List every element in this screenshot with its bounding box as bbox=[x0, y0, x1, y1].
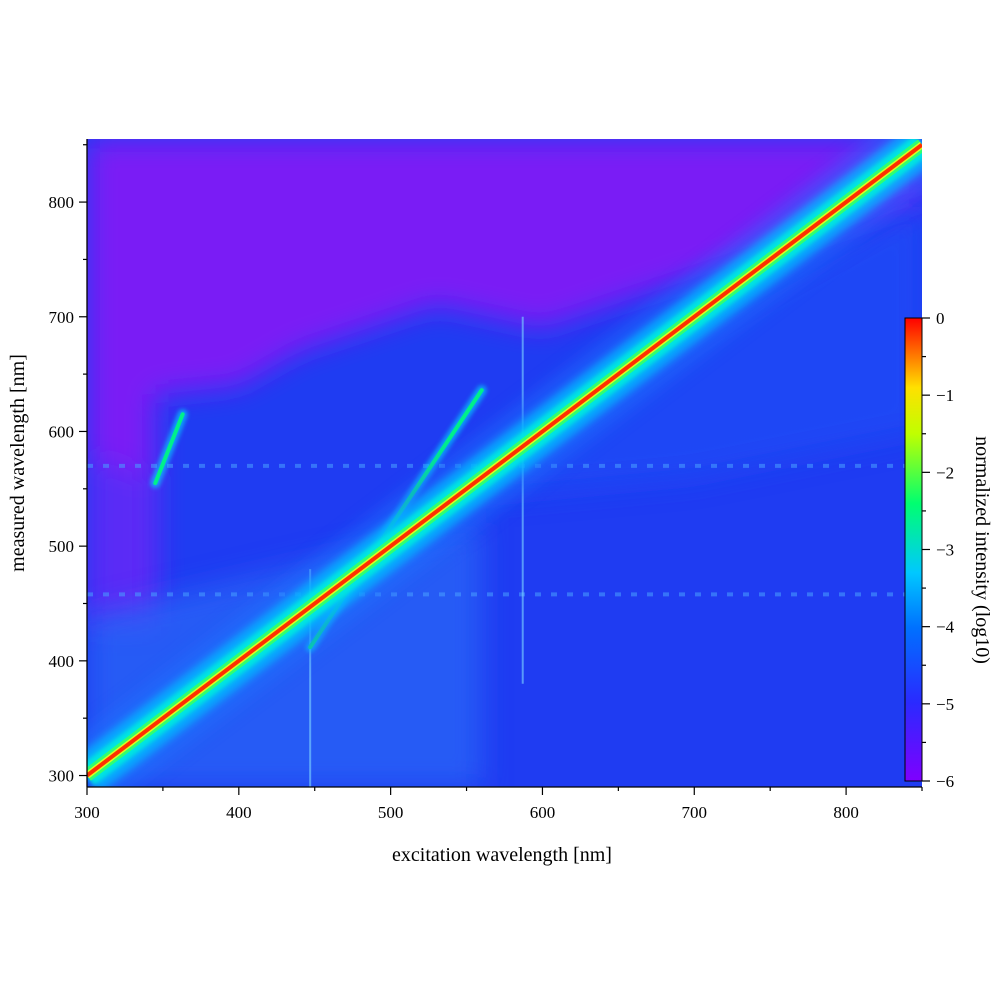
x-tick-label: 600 bbox=[530, 803, 556, 822]
x-tick-label: 500 bbox=[378, 803, 404, 822]
colorbar-title: normalized intensity (log10) bbox=[971, 436, 993, 664]
x-tick-label: 300 bbox=[74, 803, 100, 822]
y-tick-label: 500 bbox=[49, 537, 75, 556]
y-tick-label: 800 bbox=[49, 193, 75, 212]
colorbar-tick-label: 0 bbox=[936, 309, 945, 328]
colorbar-tick-label: −5 bbox=[936, 695, 954, 714]
y-axis-title: measured wavelength [nm] bbox=[7, 354, 29, 572]
x-tick-label: 800 bbox=[833, 803, 859, 822]
colorbar-tick-label: −6 bbox=[936, 772, 954, 791]
x-tick-label: 700 bbox=[682, 803, 708, 822]
elastic-scatter-diagonal bbox=[87, 139, 922, 787]
y-tick-label: 600 bbox=[49, 422, 75, 441]
short-feature-line bbox=[150, 409, 188, 489]
colorbar: 0 −1 −2 −3 −4 −5 −6 bbox=[904, 309, 955, 791]
colorbar-tick-label: −1 bbox=[936, 386, 954, 405]
x-axis-title: excitation wavelength [nm] bbox=[392, 844, 612, 866]
colorbar-tick-label: −4 bbox=[936, 618, 955, 637]
plot-area bbox=[87, 139, 922, 787]
x-tick-label: 400 bbox=[226, 803, 252, 822]
axes: 300 400 500 600 700 800 300 400 500 600 700 800 bbox=[49, 139, 923, 822]
colorbar-tick-label: −3 bbox=[936, 541, 954, 560]
colorbar-tick-label: −2 bbox=[936, 463, 954, 482]
colorbar-gradient bbox=[904, 317, 923, 782]
y-tick-label: 700 bbox=[49, 308, 75, 327]
y-tick-label: 300 bbox=[49, 767, 75, 786]
y-tick-label: 400 bbox=[49, 652, 75, 671]
